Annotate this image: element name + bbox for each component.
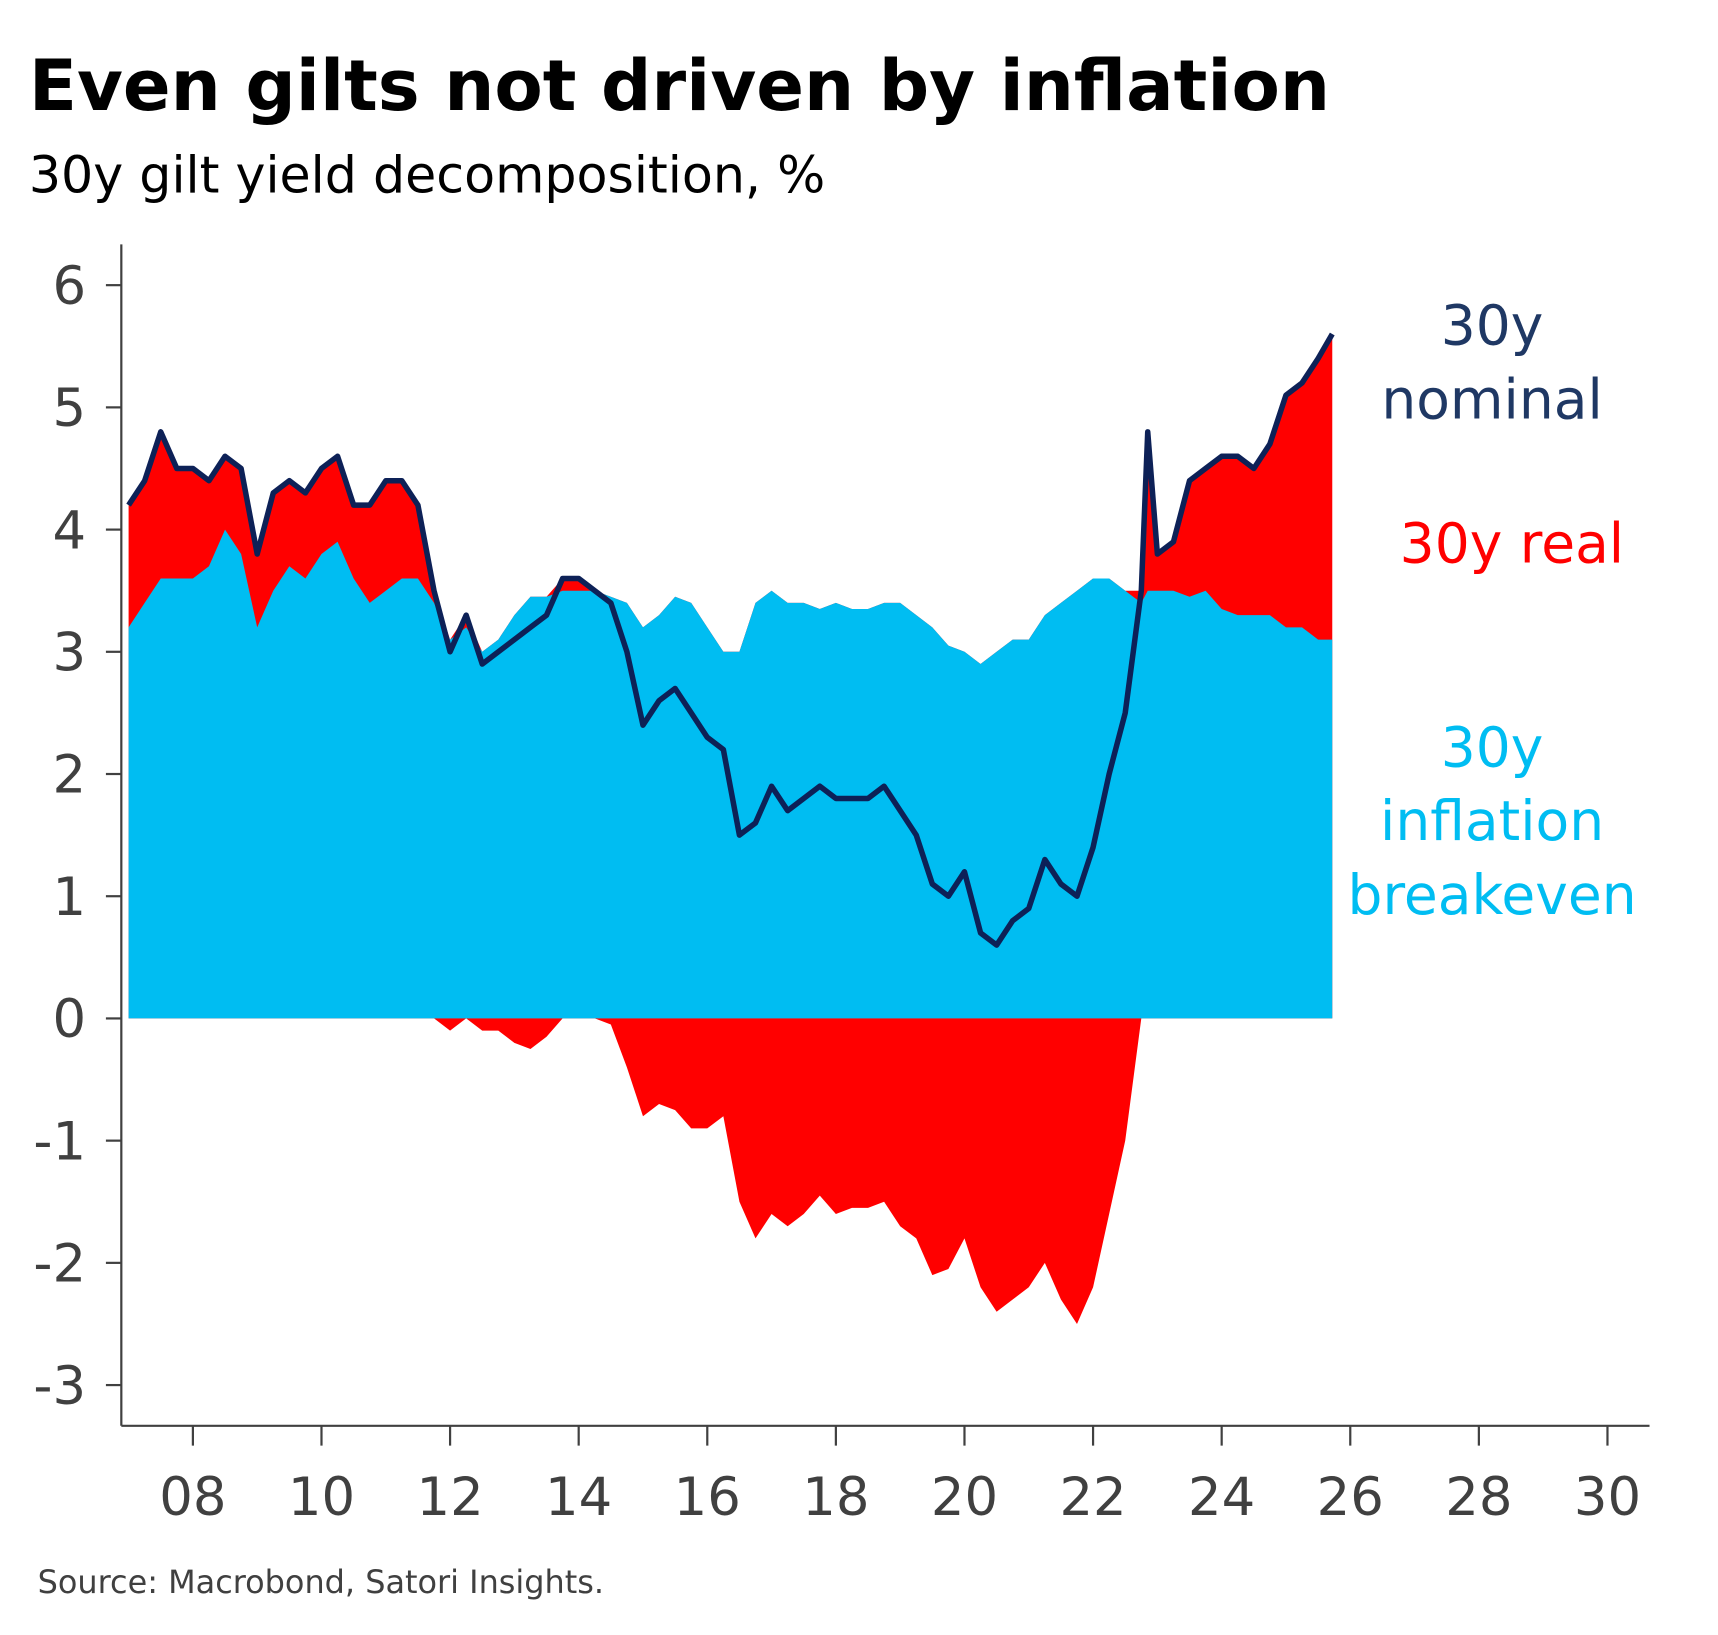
x-tick-label: 20 bbox=[931, 1467, 998, 1528]
legend-label-breakeven: 30y bbox=[1441, 715, 1544, 779]
x-tick-label: 14 bbox=[545, 1467, 612, 1528]
y-tick-label: 3 bbox=[52, 623, 86, 684]
real-yield-area-negative bbox=[128, 1018, 1333, 1324]
y-tick-label: -1 bbox=[33, 1111, 86, 1172]
y-tick-label: 6 bbox=[52, 256, 86, 317]
y-tick-label: 5 bbox=[52, 378, 86, 439]
y-tick-label: 0 bbox=[52, 989, 86, 1050]
legend: 30y nominal 30y real 30y inflation breakeven bbox=[1348, 294, 1637, 927]
chart-subtitle: 30y gilt yield decomposition, % bbox=[29, 146, 825, 205]
chart-title: Even gilts not driven by inflation bbox=[29, 45, 1330, 127]
x-tick-label: 08 bbox=[159, 1467, 226, 1528]
y-tick-label: -2 bbox=[33, 1234, 86, 1295]
y-tick-label: -3 bbox=[33, 1356, 86, 1417]
x-tick-label: 10 bbox=[288, 1467, 355, 1528]
nominal-yield-line bbox=[126, 332, 1335, 948]
y-tick-label: 4 bbox=[52, 500, 86, 561]
x-tick-label: 16 bbox=[674, 1467, 741, 1528]
x-tick-label: 28 bbox=[1445, 1467, 1512, 1528]
x-tick-label: 30 bbox=[1574, 1467, 1641, 1528]
x-tick-label: 24 bbox=[1188, 1467, 1255, 1528]
plot-areas bbox=[126, 332, 1335, 1324]
y-tick-label: 2 bbox=[52, 745, 86, 806]
legend-label-nominal: 30y bbox=[1441, 294, 1544, 358]
legend-label-breakeven: breakeven bbox=[1348, 863, 1637, 927]
x-tick-label: 18 bbox=[802, 1467, 869, 1528]
y-tick-label: 1 bbox=[52, 867, 86, 928]
x-tick-label: 12 bbox=[416, 1467, 483, 1528]
x-tick-label: 22 bbox=[1059, 1467, 1126, 1528]
source-note: Source: Macrobond, Satori Insights. bbox=[38, 1563, 604, 1601]
legend-label-nominal: nominal bbox=[1381, 367, 1602, 431]
legend-label-real: 30y real bbox=[1400, 512, 1624, 576]
x-tick-label: 26 bbox=[1317, 1467, 1384, 1528]
legend-label-breakeven: inflation bbox=[1380, 789, 1604, 853]
